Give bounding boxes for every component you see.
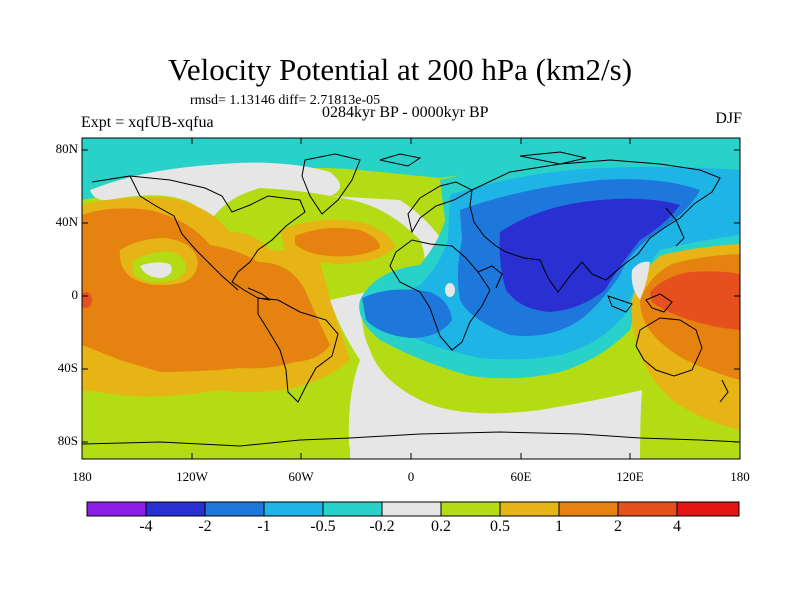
lon-tick-label: 120W [176,469,208,484]
colorbar [86,501,740,517]
velocity-potential-field [82,138,740,459]
coastlines [82,151,740,447]
colorbar-label: 2 [614,518,622,535]
colorbar-swatch [264,502,323,516]
colorbar-swatch [87,502,146,516]
colorbar-label: -4 [139,518,153,535]
colorbar-label: -0.5 [310,518,336,535]
colorbar-swatch [559,502,618,516]
lon-tick-label: 180 [72,469,92,484]
colorbar-swatch [441,502,500,516]
colorbar-swatch [323,502,382,516]
lat-tick-label: 80N [55,141,78,156]
colorbar-label: 4 [673,518,681,535]
period-label: 0284kyr BP - 0000kyr BP [322,104,489,121]
colorbar-label: 0.5 [490,518,510,535]
axis-ticks [82,138,740,459]
map-title: Velocity Potential at 200 hPa (km2/s) [167,52,633,87]
colorbar-swatch [146,502,205,516]
colorbar-label: 1 [555,518,563,535]
lon-tick-label: 60W [288,469,314,484]
lon-tick-label: 60E [510,469,532,484]
lat-tick-label: 80S [57,433,78,448]
lon-tick-label: 0 [407,469,415,484]
colorbar-swatch [500,502,559,516]
lon-tick-label: 180 [730,469,750,484]
colorbar-label: -1 [257,518,271,535]
colorbar-swatch [618,502,677,516]
experiment-label: Expt = xqfUB-xqfua [81,114,214,131]
colorbar-swatch [382,502,441,516]
lat-tick-label: 0 [71,287,79,302]
colorbar-label: 0.2 [431,518,451,535]
season-label: DJF [715,110,742,127]
colorbar-swatch [677,502,739,516]
colorbar-label: -0.2 [369,518,395,535]
lon-tick-label: 120E [616,469,644,484]
stats-text: rmsd= 1.13146 diff= 2.71813e-05 [190,93,381,108]
colorbar-swatch [205,502,264,516]
lat-tick-label: 40S [57,360,78,375]
lat-tick-label: 40N [55,214,78,229]
colorbar-label: -2 [198,518,212,535]
